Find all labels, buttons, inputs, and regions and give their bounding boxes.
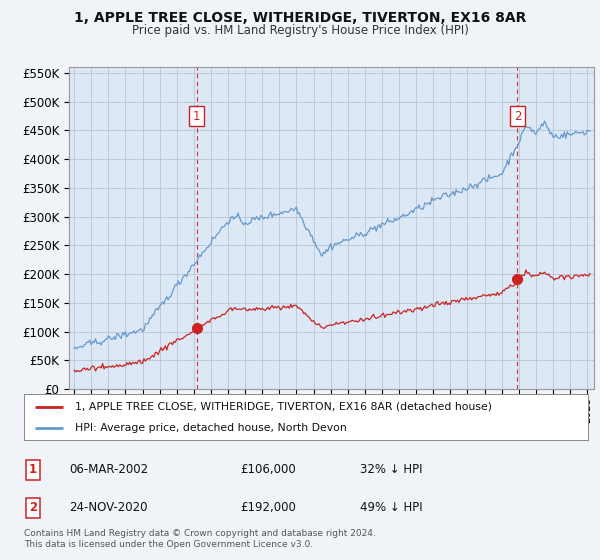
- Text: £106,000: £106,000: [240, 463, 296, 477]
- Text: Contains HM Land Registry data © Crown copyright and database right 2024.
This d: Contains HM Land Registry data © Crown c…: [24, 529, 376, 549]
- Text: 1: 1: [193, 110, 200, 123]
- Text: 1: 1: [29, 463, 37, 477]
- Text: 32% ↓ HPI: 32% ↓ HPI: [360, 463, 422, 477]
- Text: 1, APPLE TREE CLOSE, WITHERIDGE, TIVERTON, EX16 8AR: 1, APPLE TREE CLOSE, WITHERIDGE, TIVERTO…: [74, 11, 526, 25]
- Text: 1, APPLE TREE CLOSE, WITHERIDGE, TIVERTON, EX16 8AR (detached house): 1, APPLE TREE CLOSE, WITHERIDGE, TIVERTO…: [75, 402, 492, 412]
- Text: 2: 2: [514, 110, 521, 123]
- Text: 06-MAR-2002: 06-MAR-2002: [69, 463, 148, 477]
- Text: £192,000: £192,000: [240, 501, 296, 515]
- Text: Price paid vs. HM Land Registry's House Price Index (HPI): Price paid vs. HM Land Registry's House …: [131, 24, 469, 36]
- Text: HPI: Average price, detached house, North Devon: HPI: Average price, detached house, Nort…: [75, 423, 347, 433]
- Text: 24-NOV-2020: 24-NOV-2020: [69, 501, 148, 515]
- Text: 49% ↓ HPI: 49% ↓ HPI: [360, 501, 422, 515]
- Text: 2: 2: [29, 501, 37, 515]
